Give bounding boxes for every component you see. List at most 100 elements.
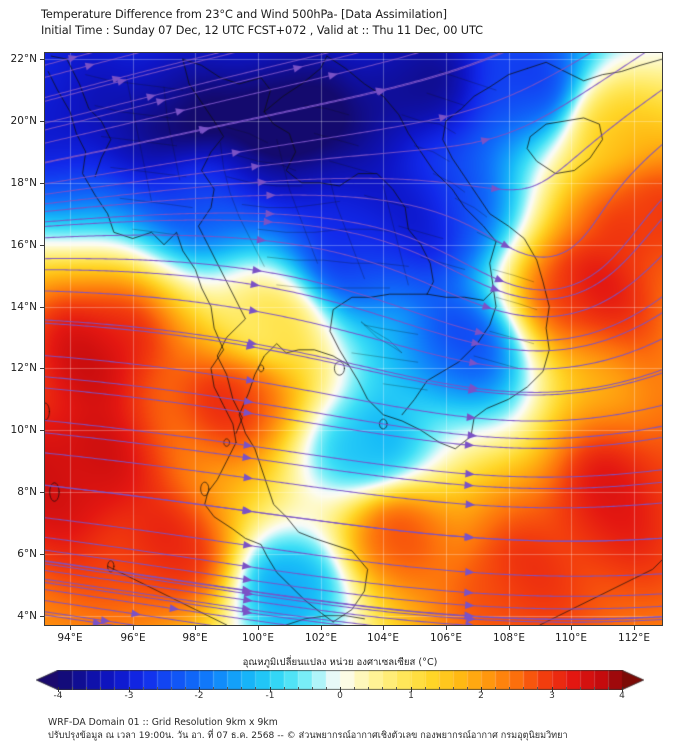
x-axis-tick	[509, 626, 510, 630]
colorbar-minor-tick	[594, 687, 595, 690]
colorbar-major-tick	[622, 687, 623, 692]
colorbar-minor-tick	[213, 687, 214, 690]
colorbar-minor-tick	[185, 687, 186, 690]
colorbar-minor-tick	[453, 687, 454, 690]
y-axis-label: 18°N	[10, 177, 37, 189]
y-axis-label: 14°N	[10, 301, 37, 313]
x-axis-tick	[321, 626, 322, 630]
colorbar-minor-tick	[298, 687, 299, 690]
x-axis-tick	[446, 626, 447, 630]
colorbar-minor-tick	[241, 687, 242, 690]
x-axis-tick	[258, 626, 259, 630]
x-axis-label: 102°E	[305, 632, 337, 644]
colorbar-minor-tick	[72, 687, 73, 690]
colorbar-minor-tick	[143, 687, 144, 690]
y-axis-tick	[40, 492, 44, 493]
colorbar-minor-tick	[396, 687, 397, 690]
colorbar-minor-tick	[157, 687, 158, 690]
colorbar-major-tick	[199, 687, 200, 692]
colorbar-tick-label: 2	[478, 691, 484, 701]
title-line-2: Initial Time : Sunday 07 Dec, 12 UTC FCS…	[41, 24, 483, 37]
x-axis-label: 104°E	[367, 632, 399, 644]
y-axis-label: 22°N	[10, 53, 37, 65]
title-line-1: Temperature Difference from 23°C and Win…	[41, 8, 447, 21]
colorbar-major-tick	[58, 687, 59, 692]
x-axis-label: 98°E	[182, 632, 208, 644]
colorbar-minor-tick	[580, 687, 581, 690]
colorbar-tick-label: -3	[124, 691, 134, 701]
x-axis-label: 108°E	[493, 632, 525, 644]
colorbar-minor-tick	[326, 687, 327, 690]
y-axis-label: 4°N	[17, 610, 37, 622]
colorbar-minor-tick	[255, 687, 256, 690]
colorbar-minor-tick	[523, 687, 524, 690]
colorbar-tick-label: 3	[549, 691, 555, 701]
y-axis-label: 8°N	[17, 486, 37, 498]
x-axis-tick	[195, 626, 196, 630]
colorbar-minor-tick	[608, 687, 609, 690]
colorbar-tick-label: 1	[408, 691, 414, 701]
y-axis-label: 6°N	[17, 548, 37, 560]
colorbar-tick-label: 4	[619, 691, 625, 701]
colorbar-minor-tick	[114, 687, 115, 690]
y-axis-label: 10°N	[10, 424, 37, 436]
x-axis-label: 96°E	[120, 632, 146, 644]
y-axis-tick	[40, 121, 44, 122]
y-axis-tick	[40, 368, 44, 369]
colorbar-major-tick	[270, 687, 271, 692]
colorbar-tick-label: -2	[194, 691, 204, 701]
colorbar-major-tick	[481, 687, 482, 692]
colorbar-minor-tick	[86, 687, 87, 690]
y-axis-tick	[40, 183, 44, 184]
footer-line-1: WRF-DA Domain 01 :: Grid Resolution 9km …	[48, 717, 278, 728]
map-plot-area	[44, 52, 663, 626]
y-axis-tick	[40, 430, 44, 431]
y-axis-tick	[40, 245, 44, 246]
x-axis-label: 94°E	[57, 632, 83, 644]
y-axis-tick	[40, 554, 44, 555]
x-axis-tick	[70, 626, 71, 630]
colorbar-minor-tick	[566, 687, 567, 690]
colorbar-major-tick	[340, 687, 341, 692]
colorbar-minor-tick	[368, 687, 369, 690]
colorbar-major-tick	[411, 687, 412, 692]
colorbar-minor-tick	[382, 687, 383, 690]
x-axis-tick	[133, 626, 134, 630]
colorbar-major-tick	[552, 687, 553, 692]
colorbar-tick-label: -1	[265, 691, 275, 701]
colorbar-minor-tick	[425, 687, 426, 690]
colorbar-gradient	[36, 670, 644, 690]
colorbar: อุณหภูมิเปลี่ยนแปลง หน่วย องศาเซลเซียส (…	[36, 655, 644, 701]
colorbar-tick-label: 0	[337, 691, 343, 701]
y-axis-label: 20°N	[10, 115, 37, 127]
colorbar-caption: อุณหภูมิเปลี่ยนแปลง หน่วย องศาเซลเซียส (…	[242, 657, 438, 668]
x-axis-label: 110°E	[555, 632, 587, 644]
y-axis-label: 12°N	[10, 362, 37, 374]
y-axis-tick	[40, 307, 44, 308]
wind-streamline-layer	[45, 53, 662, 625]
colorbar-minor-tick	[284, 687, 285, 690]
colorbar-minor-tick	[439, 687, 440, 690]
colorbar-minor-tick	[495, 687, 496, 690]
x-axis-tick	[383, 626, 384, 630]
y-axis-label: 16°N	[10, 239, 37, 251]
colorbar-minor-tick	[171, 687, 172, 690]
colorbar-minor-tick	[227, 687, 228, 690]
colorbar-minor-tick	[312, 687, 313, 690]
colorbar-minor-tick	[537, 687, 538, 690]
y-axis-tick	[40, 616, 44, 617]
colorbar-minor-tick	[354, 687, 355, 690]
y-axis-tick	[40, 59, 44, 60]
colorbar-tick-label: -4	[53, 691, 63, 701]
x-axis-tick	[571, 626, 572, 630]
x-axis-label: 112°E	[618, 632, 650, 644]
footer-block: WRF-DA Domain 01 :: Grid Resolution 9km …	[48, 716, 658, 743]
x-axis-label: 106°E	[430, 632, 462, 644]
footer-line-2: ปรับปรุงข้อมูล ณ เวลา 19:00น. วัน อา. ที…	[48, 730, 568, 741]
colorbar-minor-tick	[509, 687, 510, 690]
chart-title-block: Temperature Difference from 23°C and Win…	[41, 7, 641, 39]
colorbar-minor-tick	[467, 687, 468, 690]
x-axis-tick	[634, 626, 635, 630]
colorbar-minor-tick	[100, 687, 101, 690]
colorbar-major-tick	[129, 687, 130, 692]
